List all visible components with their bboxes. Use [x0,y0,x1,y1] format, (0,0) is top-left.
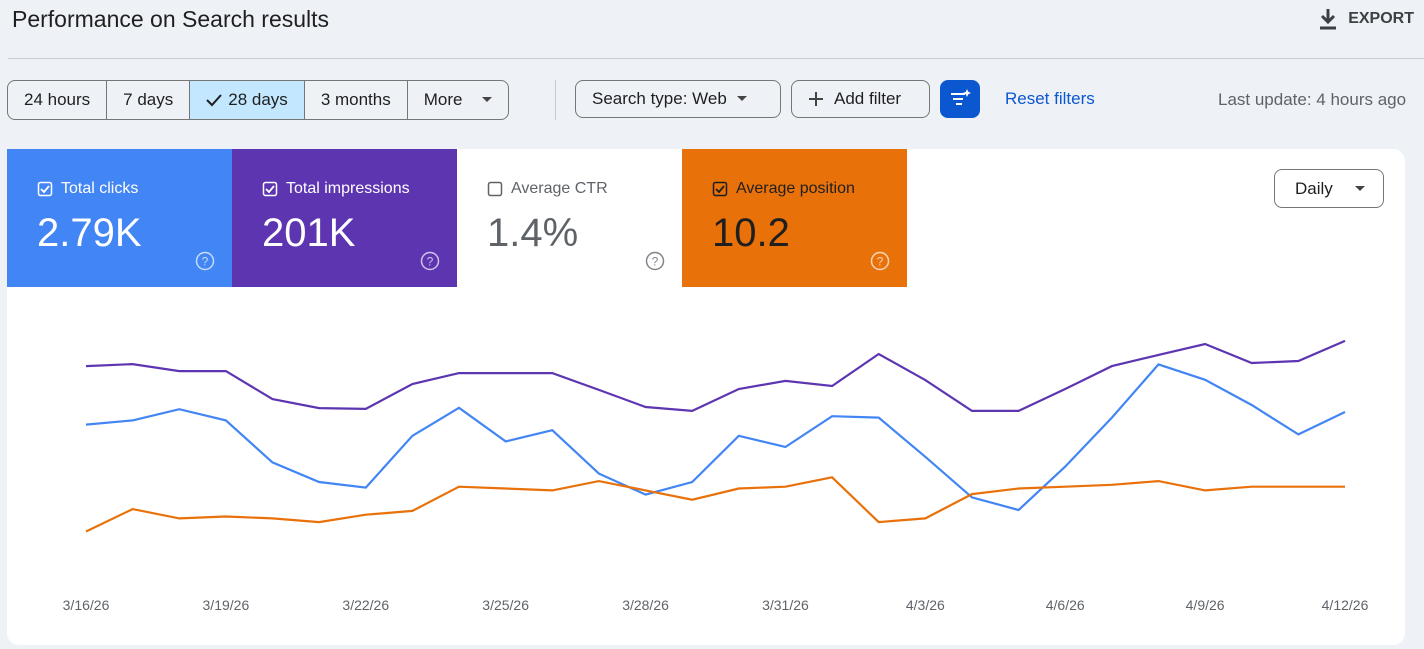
x-tick-label: 3/31/26 [762,597,809,613]
help-icon: ? [645,251,665,271]
help-mark: ? [427,255,434,269]
checkbox-tick [715,185,725,194]
metric-name: Total clicks [61,180,139,197]
help-circle [195,251,215,271]
checkbox-tick [265,185,275,194]
range-label: 7 days [123,90,174,109]
range-label: 28 days [228,90,288,109]
range-option[interactable]: 7 days [107,81,191,119]
filter-icon [951,89,971,105]
checkbox-box [487,181,503,197]
help-icon: ? [195,251,215,271]
x-tick-label: 3/16/26 [63,597,110,613]
series-line [85,339,1346,413]
checkbox-tick [40,185,50,194]
metric-label: Average CTR [487,180,608,198]
metric-value: 1.4% [487,211,579,255]
help-circle [645,251,665,271]
x-tick-label: 3/19/26 [203,597,250,613]
metric-label: Total impressions [262,180,410,198]
add-filter-label: Add filter [834,89,902,108]
caret [736,96,747,101]
divider [8,58,1424,59]
range-option[interactable]: 3 months [305,81,408,119]
x-tick-label: 3/25/26 [482,597,529,613]
caret [1354,185,1365,191]
checkbox-box [712,181,728,197]
checkbox-box [262,181,278,197]
check-path [206,94,223,107]
help-mark: ? [877,255,884,269]
range-label: More [423,90,463,109]
last-update: Last update: 4 hours ago [1218,90,1407,109]
help-icon: ? [420,251,440,271]
metric-value: 201K [262,211,356,255]
search-type-label: Search type: Web [592,89,727,108]
series-line [85,363,1346,512]
x-tick-label: 3/22/26 [342,597,389,613]
x-tick-label: 4/9/26 [1186,597,1225,613]
metric-tile[interactable]: Total clicks 2.79K? [7,149,232,287]
checkbox [712,181,728,197]
x-tick-label: 4/3/26 [906,597,945,613]
caret-path [482,97,493,102]
help-icon: ? [870,251,890,271]
range-label: 3 months [320,90,391,109]
metric-tile[interactable]: Average position 10.2? [682,149,907,287]
x-tick-label: 3/28/26 [622,597,669,613]
help-mark: ? [652,255,659,269]
export-label: EXPORT [1348,10,1414,27]
reset-filters-link[interactable]: Reset filters [1005,89,1095,108]
page-title: Performance on Search results [12,6,330,32]
separator [555,80,556,120]
metric-name: Average CTR [511,180,608,197]
range-option[interactable]: More [408,81,509,119]
checkbox [487,181,503,197]
granularity-dropdown[interactable]: Daily [1274,169,1384,208]
x-tick-label: 4/6/26 [1046,597,1085,613]
date-range-selector: 24 hours 7 days 28 days 3 months More [7,80,510,120]
metric-label: Total clicks [37,180,138,198]
metric-label: Average position [712,180,855,198]
range-option[interactable]: 28 days [190,81,305,119]
check-icon [206,94,223,107]
plus-icon [809,92,823,106]
add-filter-button[interactable]: Add filter [791,80,930,118]
search-type-dropdown[interactable]: Search type: Web [575,80,781,118]
metric-value: 10.2 [712,211,790,255]
checkbox [37,181,53,197]
range-label: 24 hours [24,90,91,109]
metric-tile[interactable]: Total impressions 201K? [232,149,457,287]
granularity-label: Daily [1295,178,1333,198]
export-button[interactable]: EXPORT [1318,8,1414,30]
download-icon [1320,9,1337,30]
x-tick-label: 4/12/26 [1322,597,1369,613]
metric-name: Average position [736,180,855,197]
metric-name: Total impressions [286,180,410,197]
help-mark: ? [202,255,209,269]
checkbox [262,181,278,197]
metric-value: 2.79K [37,211,142,255]
range-option[interactable]: 24 hours [8,81,108,119]
metric-tile[interactable]: Average CTR 1.4%? [457,149,682,287]
caret [482,97,493,102]
series-line [85,476,1345,533]
help-circle [870,251,890,271]
checkbox-box [37,181,53,197]
filter-suggest-button[interactable] [940,80,980,118]
help-circle [420,251,440,271]
